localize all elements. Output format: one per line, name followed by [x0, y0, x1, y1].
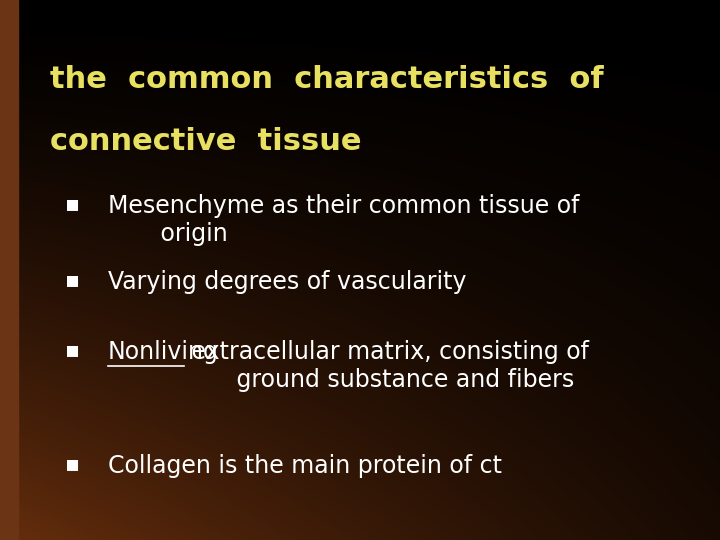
- Text: extracellular matrix, consisting of
       ground substance and fibers: extracellular matrix, consisting of grou…: [184, 340, 589, 392]
- Text: the  common  characteristics  of: the common characteristics of: [50, 65, 604, 94]
- Bar: [0, 0, 18, 540]
- Text: connective  tissue: connective tissue: [50, 127, 362, 156]
- Text: Nonliving: Nonliving: [108, 340, 219, 364]
- Text: Varying degrees of vascularity: Varying degrees of vascularity: [108, 270, 467, 294]
- Text: Mesenchyme as their common tissue of
       origin: Mesenchyme as their common tissue of ori…: [108, 194, 580, 246]
- Text: ▪: ▪: [65, 270, 80, 290]
- Text: ▪: ▪: [65, 194, 80, 214]
- Text: Collagen is the main protein of ct: Collagen is the main protein of ct: [108, 454, 502, 477]
- Text: ▪: ▪: [65, 340, 80, 360]
- Text: ▪: ▪: [65, 454, 80, 474]
